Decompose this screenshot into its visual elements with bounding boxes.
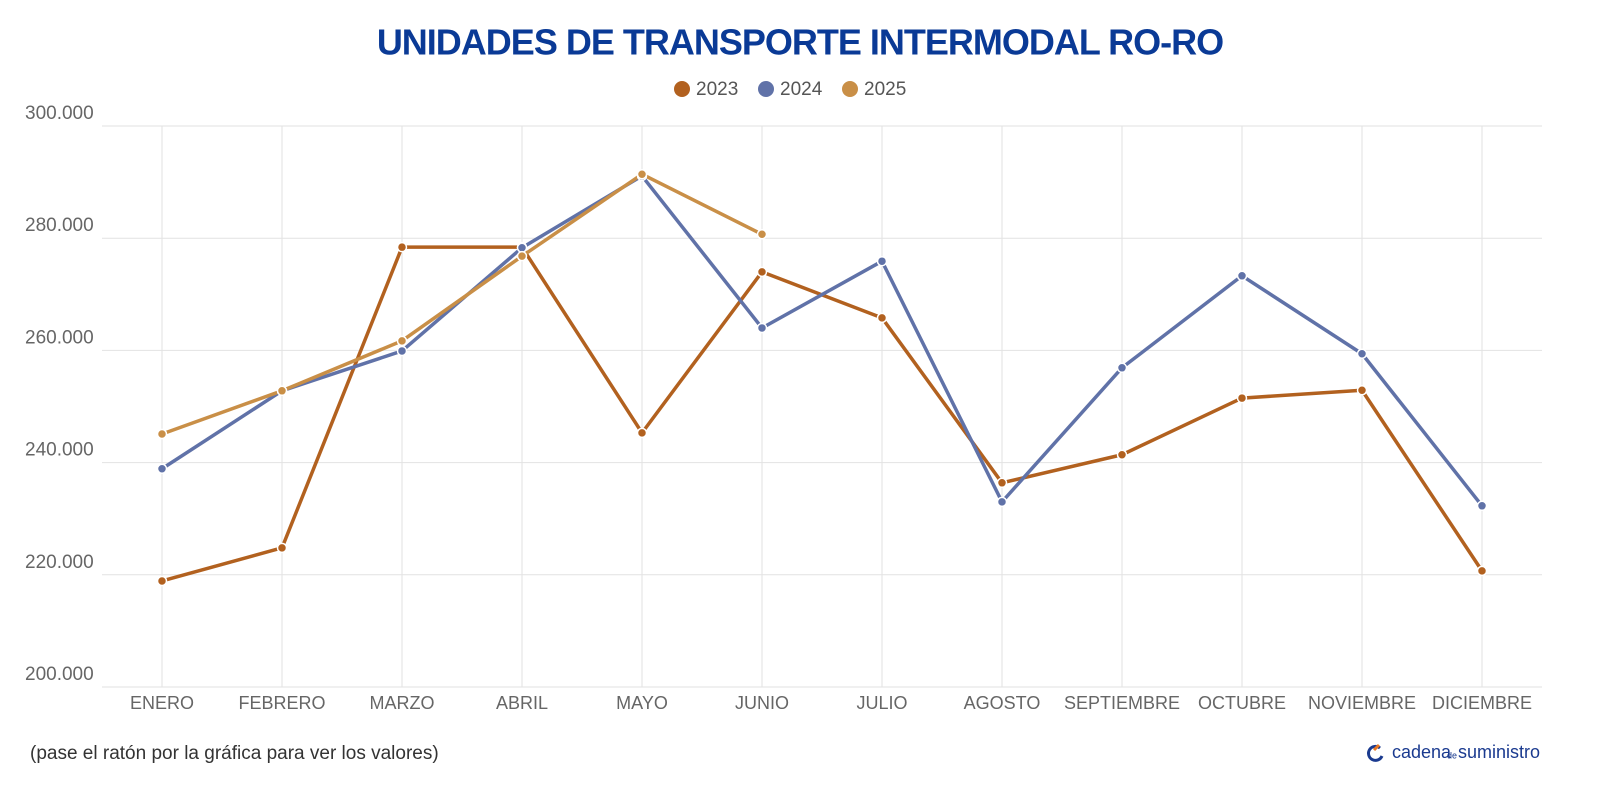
series-line xyxy=(161,174,1484,507)
data-point xyxy=(636,427,648,439)
x-tick-label: SEPTIEMBRE xyxy=(1064,693,1180,713)
data-point xyxy=(396,241,408,253)
y-tick-label: 300.000 xyxy=(25,103,94,124)
series-line xyxy=(161,245,1484,583)
data-point xyxy=(876,312,888,324)
x-tick-label: AGOSTO xyxy=(964,693,1041,713)
x-tick-label: FEBRERO xyxy=(238,693,325,713)
data-point xyxy=(636,168,648,180)
note: (pase el ratón por la gráfica para ver l… xyxy=(30,743,439,764)
data-point xyxy=(1356,384,1368,396)
legend-label: 2025 xyxy=(864,79,906,100)
data-point xyxy=(1236,392,1248,404)
data-point xyxy=(996,496,1008,508)
x-tick-label: DICIEMBRE xyxy=(1432,693,1532,713)
data-point xyxy=(396,335,408,347)
data-point xyxy=(1476,565,1488,577)
y-tick-label: 240.000 xyxy=(25,440,94,461)
y-tick-label: 280.000 xyxy=(25,215,94,236)
data-point xyxy=(1236,270,1248,282)
y-tick-label: 220.000 xyxy=(25,552,94,573)
legend-label: 2023 xyxy=(696,79,738,100)
legend-marker xyxy=(758,81,774,97)
logo-text: cadena xyxy=(1392,742,1452,762)
x-tick-label: JUNIO xyxy=(735,693,789,713)
y-tick-label: 260.000 xyxy=(25,327,94,348)
logo-text: de xyxy=(1447,750,1457,760)
legend-marker xyxy=(674,81,690,97)
data-point xyxy=(156,463,168,475)
x-tick-label: JULIO xyxy=(856,693,907,713)
data-point xyxy=(156,575,168,587)
data-point xyxy=(756,266,768,278)
legend-marker xyxy=(842,81,858,97)
x-tick-label: ABRIL xyxy=(496,693,548,713)
chart-title: UNIDADES DE TRANSPORTE INTERMODAL RO-RO xyxy=(377,22,1223,63)
data-point xyxy=(756,322,768,334)
data-point xyxy=(156,428,168,440)
data-point xyxy=(276,542,288,554)
x-tick-label: NOVIEMBRE xyxy=(1308,693,1416,713)
data-point xyxy=(1356,348,1368,360)
x-tick-label: ENERO xyxy=(130,693,194,713)
data-point xyxy=(1116,362,1128,374)
legend: 2023 2024 2025 xyxy=(674,79,906,100)
data-point xyxy=(276,385,288,397)
data-point xyxy=(756,229,768,240)
legend-label: 2024 xyxy=(780,79,823,100)
logo-text: suministro xyxy=(1458,742,1540,762)
x-tick-label: OCTUBRE xyxy=(1198,693,1286,713)
data-point xyxy=(1116,449,1128,460)
y-tick-label: 200.000 xyxy=(25,664,94,685)
logo-icon-accent xyxy=(1372,743,1381,752)
logo: cadena de suministro xyxy=(1367,742,1540,762)
series-line xyxy=(161,172,763,436)
data-point xyxy=(996,477,1008,489)
data-point xyxy=(516,250,528,262)
data-point xyxy=(516,242,528,253)
data-point xyxy=(876,255,888,267)
data-point xyxy=(1476,500,1488,512)
data-point xyxy=(396,345,408,357)
x-tick-label: MARZO xyxy=(370,693,435,713)
x-tick-label: MAYO xyxy=(616,693,668,713)
